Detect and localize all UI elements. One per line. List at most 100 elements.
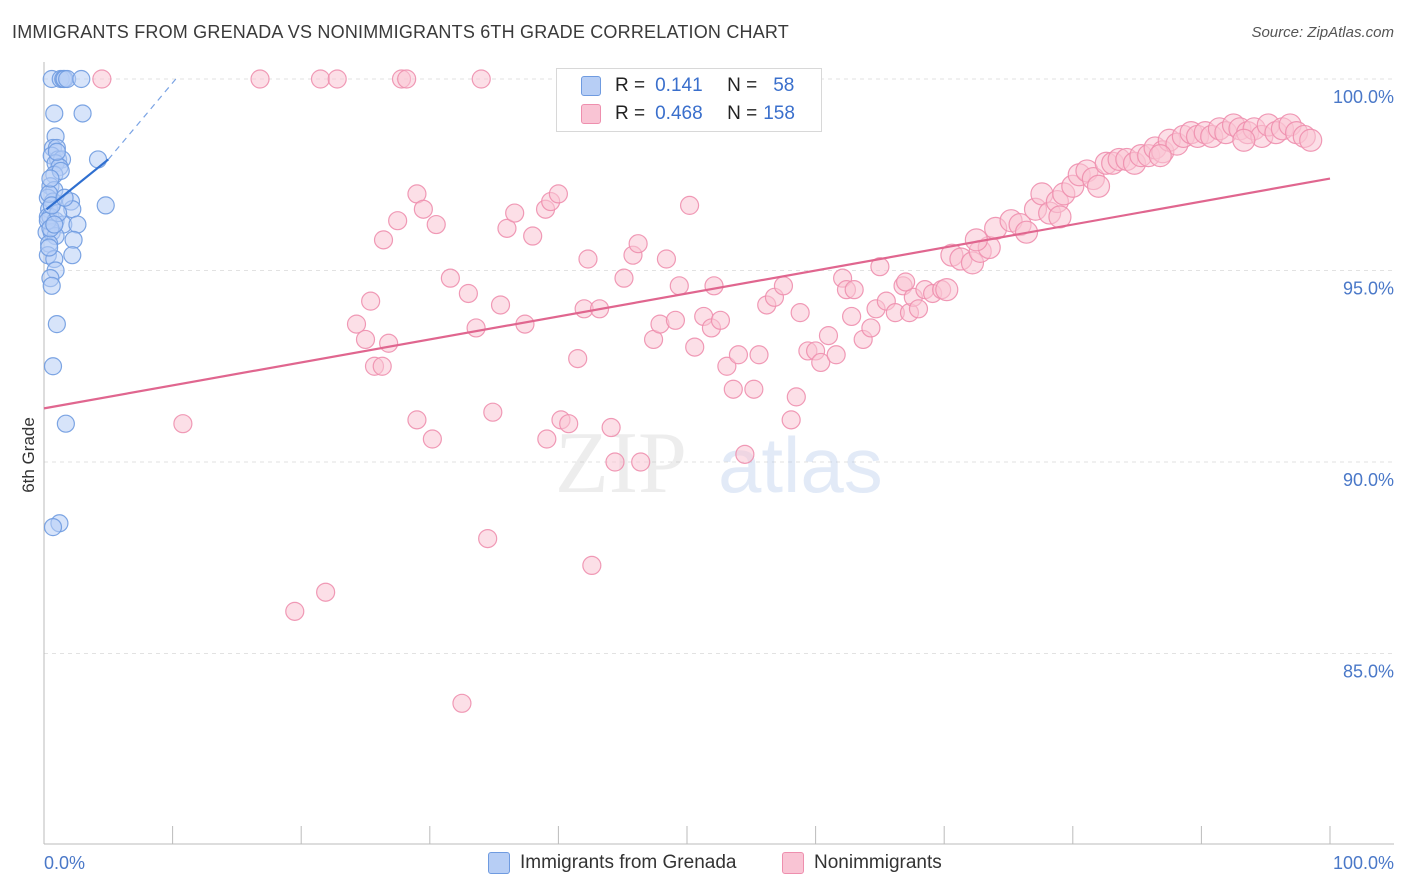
point-grenada [63,246,82,265]
point-nonimmigrant [735,444,755,464]
point-nonimmigrant [548,184,569,204]
point-grenada [43,357,63,376]
point-nonimmigrant [372,356,392,376]
watermark-atlas: atlas [718,421,883,509]
point-nonimmigrant [605,452,625,472]
point-grenada [56,414,75,433]
point-nonimmigrant [1086,174,1111,198]
point-nonimmigrant [749,345,769,365]
x-tick-label-min: 0.0% [44,853,85,873]
point-nonimmigrant [422,429,442,449]
point-nonimmigrant [628,234,648,254]
point-nonimmigrant [601,417,621,438]
legend-r-value: 0.468 [655,103,703,124]
point-nonimmigrant [361,291,381,311]
point-nonimmigrant [497,218,517,238]
legend-swatch-pink [581,104,601,124]
point-grenada [47,142,66,161]
point-nonimmigrant [728,345,749,365]
point-nonimmigrant [844,280,864,300]
y-tick-label: 95.0% [1343,279,1394,299]
point-nonimmigrant [744,379,764,399]
trend-line-grenada [45,158,109,211]
point-nonimmigrant [355,329,376,350]
series-nonimmigrants [92,69,1323,713]
bottom-legend-swatch-blue [488,852,510,874]
chart-source: Source: ZipAtlas.com [1251,24,1394,41]
point-nonimmigrant [505,203,525,223]
point-nonimmigrant [379,333,399,353]
point-nonimmigrant [614,268,634,288]
point-nonimmigrant [426,214,446,235]
point-nonimmigrant [407,410,427,430]
legend-n-label: N = [727,103,758,124]
legend-swatch-blue [581,76,601,96]
legend-row-grenada: R = 0.141 N = 58 [581,73,794,99]
point-nonimmigrant [1299,128,1323,152]
trend-line-grenada-extension [107,74,180,160]
point-grenada [73,104,92,123]
point-grenada [72,69,91,89]
point-grenada [45,215,64,234]
point-nonimmigrant [656,249,677,269]
legend-r-value: 0.141 [655,75,703,96]
point-nonimmigrant [773,276,794,296]
point-nonimmigrant [582,555,602,576]
y-tick-label: 100.0% [1333,87,1394,107]
bottom-legend-grenada: Immigrants from Grenada [488,852,736,874]
point-nonimmigrant [811,352,831,373]
point-grenada [64,230,83,249]
point-nonimmigrant [568,348,588,369]
point-nonimmigrant [316,582,336,602]
point-grenada [43,518,63,537]
point-nonimmigrant [1232,128,1256,152]
point-nonimmigrant [466,318,486,338]
point-nonimmigrant [388,211,408,231]
point-grenada [68,215,87,234]
bottom-legend-label-grenada: Immigrants from Grenada [520,852,737,873]
point-nonimmigrant [173,414,193,434]
point-nonimmigrant [1148,144,1172,168]
point-nonimmigrant [250,69,270,89]
point-grenada [40,238,59,257]
point-nonimmigrant [685,337,705,357]
point-nonimmigrant [870,257,890,277]
point-nonimmigrant [631,452,651,472]
point-nonimmigrant [413,199,433,219]
point-grenada [45,104,64,123]
point-nonimmigrant [523,226,543,246]
point-nonimmigrant [471,69,491,89]
point-nonimmigrant [781,410,801,430]
legend-n-value: 58 [773,75,795,96]
point-nonimmigrant [908,299,929,319]
point-nonimmigrant [310,69,331,89]
series-immigrants-from-grenada [37,69,115,537]
legend-r-label: R = [615,103,646,124]
y-tick-label: 85.0% [1343,662,1394,682]
point-nonimmigrant [710,310,731,330]
point-grenada [88,150,108,169]
point-nonimmigrant [861,318,881,338]
chart-title: IMMIGRANTS FROM GRENADA VS NONIMMIGRANTS… [12,22,789,42]
point-nonimmigrant [790,303,810,323]
point-nonimmigrant [717,356,737,376]
point-nonimmigrant [786,387,806,407]
point-nonimmigrant [559,414,579,434]
y-axis-title: 6th Grade [19,417,38,493]
legend-box: R = 0.141 N = 58 R = 0.468 N = 158 [556,68,822,132]
legend-row-nonimmigrants: R = 0.468 N = 158 [581,101,795,127]
watermark: ZIP atlas [555,415,883,512]
point-nonimmigrant [440,268,460,288]
point-nonimmigrant [346,314,367,334]
point-nonimmigrant [723,379,743,399]
bottom-legend-swatch-pink [782,852,804,874]
point-grenada [42,276,61,295]
point-nonimmigrant [842,306,862,327]
point-nonimmigrant [327,69,347,89]
point-nonimmigrant [679,195,700,215]
point-grenada [96,196,115,215]
point-grenada [41,169,60,188]
point-nonimmigrant [458,283,478,304]
point-nonimmigrant [935,278,959,302]
